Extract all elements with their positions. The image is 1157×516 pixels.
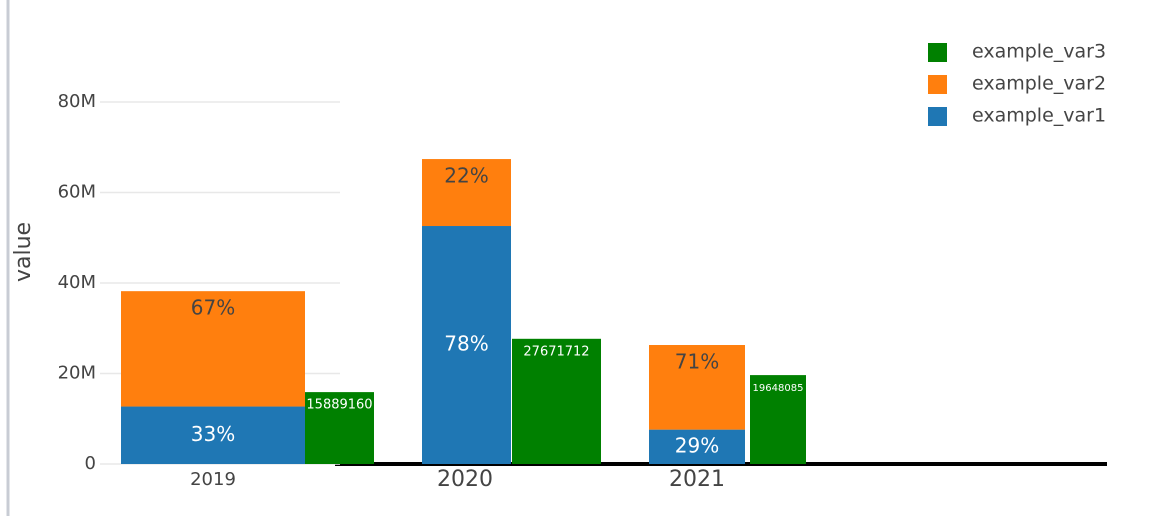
value-label: 78% <box>444 332 488 356</box>
legend-label: example_var1 <box>972 105 1106 127</box>
bar-segment <box>121 291 305 407</box>
y-tick-label: 40M <box>58 272 96 293</box>
bar-segment <box>422 226 511 464</box>
value-label: 67% <box>191 296 235 320</box>
bar <box>750 375 806 464</box>
bar-segment <box>649 429 745 464</box>
y-tick-label: 60M <box>58 182 96 203</box>
y-tick-label: 20M <box>58 363 96 384</box>
legend-swatch <box>928 43 947 62</box>
bar-segment <box>649 345 745 430</box>
y-tick-label: 0 <box>85 453 96 474</box>
value-label: 29% <box>675 433 719 457</box>
value-label: 22% <box>444 164 488 188</box>
x-tick-label: 2019 <box>190 469 236 490</box>
x-tick-label: 2021 <box>669 467 725 492</box>
bar <box>512 338 601 464</box>
y-axis-title: value <box>11 222 36 282</box>
value-label: 33% <box>191 422 235 446</box>
bar-segment <box>121 406 305 464</box>
value-label: 27671712 <box>523 344 589 359</box>
bar-segment <box>422 159 511 227</box>
value-label: 71% <box>675 350 719 374</box>
bar <box>305 392 374 464</box>
legend-swatch <box>928 107 947 126</box>
y-tick-label: 80M <box>58 91 96 112</box>
legend-label: example_var3 <box>972 41 1106 63</box>
legend-label: example_var2 <box>972 73 1106 95</box>
x-tick-label: 2020 <box>437 467 493 492</box>
value-label: 19648085 <box>753 383 804 394</box>
value-label: 15889160 <box>306 398 372 413</box>
legend-swatch <box>928 75 947 94</box>
